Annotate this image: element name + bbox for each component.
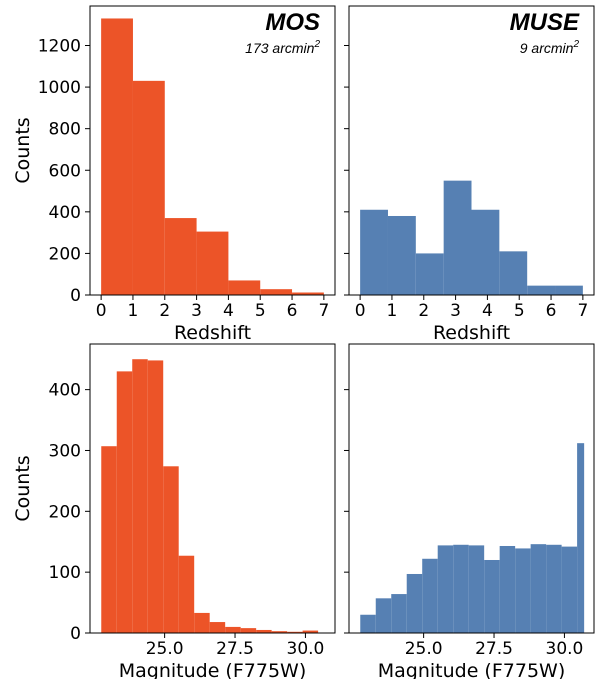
- histogram-bar: [260, 289, 293, 295]
- histogram-bar: [527, 285, 556, 295]
- x-tick-label: 0: [96, 301, 107, 321]
- y-tick-label: 100: [49, 563, 81, 583]
- histogram-bar: [101, 18, 133, 295]
- histogram-bar: [256, 629, 272, 633]
- histogram-bar: [515, 548, 531, 633]
- histogram-bar: [292, 292, 324, 295]
- x-tick-label: 5: [514, 301, 525, 321]
- histogram-bar: [302, 630, 319, 633]
- histogram-bar: [577, 443, 585, 633]
- histogram-bar: [468, 545, 485, 633]
- histogram-bar: [375, 598, 392, 633]
- panel-subtitle: 173 arcmin2: [245, 39, 320, 56]
- histogram-bar: [499, 545, 516, 633]
- panel-mos-redshift: 0 1 2 3 4 5 6 7 0 200 400 600 800 1000 1200 Redshift Cou…: [12, 5, 336, 344]
- x-tick-label: 0: [355, 301, 366, 321]
- histogram-bar: [132, 359, 148, 633]
- y-tick-label: 200: [49, 502, 81, 522]
- histogram-bar: [116, 371, 133, 633]
- panel-mos-magnitude: 25.0 27.5 30.0 0 100 200 300 400 Magnitude (F775…: [12, 343, 336, 679]
- histogram-bar: [499, 251, 528, 295]
- y-axis-label: Counts: [12, 455, 34, 521]
- histogram-bar: [387, 215, 416, 295]
- x-axis-label: Magnitude (F775W): [119, 660, 307, 679]
- histogram-bar: [225, 626, 241, 633]
- x-axis-label: Redshift: [433, 322, 510, 344]
- histogram-bar: [101, 446, 117, 633]
- histogram-bar: [228, 280, 261, 295]
- panel-title: MUSE: [510, 9, 580, 36]
- y-tick-label: 1000: [38, 78, 81, 98]
- x-tick-label: 3: [191, 301, 202, 321]
- x-tick-label: 27.5: [475, 639, 513, 659]
- panel-muse-redshift: 0 1 2 3 4 5 6 7 Redshift MUSE 9 arcmin2: [344, 5, 595, 344]
- histogram-bar: [271, 631, 288, 633]
- histogram-bar: [555, 285, 583, 295]
- x-tick-label: 7: [318, 301, 329, 321]
- histogram-bar: [453, 544, 469, 633]
- histogram-bar: [287, 631, 303, 633]
- x-tick-label: 1: [128, 301, 139, 321]
- y-tick-label: 600: [49, 161, 81, 181]
- histogram-bar: [132, 80, 165, 295]
- x-tick-label: 30.0: [546, 639, 584, 659]
- histogram-bar: [406, 573, 423, 633]
- x-tick-label: 4: [482, 301, 493, 321]
- axes-frame: [89, 343, 336, 634]
- axes-frame: [348, 343, 595, 634]
- histogram-bar: [360, 614, 376, 633]
- panel-subtitle: 9 arcmin2: [520, 39, 580, 56]
- x-tick-label: 2: [159, 301, 170, 321]
- histogram-bar: [240, 628, 257, 633]
- x-tick-label: 3: [450, 301, 461, 321]
- x-tick-label: 27.5: [216, 639, 254, 659]
- histogram-bar: [415, 253, 444, 295]
- histogram-bar: [178, 555, 195, 633]
- y-tick-label: 0: [70, 286, 81, 306]
- histogram-bar: [391, 594, 407, 633]
- x-tick-label: 7: [577, 301, 588, 321]
- y-tick-label: 400: [49, 381, 81, 401]
- x-tick-label: 4: [223, 301, 234, 321]
- axes-frame: [348, 5, 595, 296]
- histogram-bar: [209, 622, 226, 633]
- histogram-bar: [147, 360, 164, 633]
- histogram-bar: [561, 546, 578, 633]
- y-tick-label: 1200: [38, 37, 81, 57]
- histogram-bar: [163, 466, 179, 633]
- x-axis-label: Redshift: [174, 322, 251, 344]
- histogram-bar: [546, 544, 562, 633]
- histogram-bar: [443, 180, 472, 295]
- x-tick-label: 6: [546, 301, 557, 321]
- y-axis-label: Counts: [12, 117, 34, 183]
- x-tick-label: 25.0: [405, 639, 443, 659]
- histogram-bar: [196, 231, 229, 295]
- y-tick-label: 400: [49, 203, 81, 223]
- x-tick-label: 25.0: [146, 639, 184, 659]
- y-tick-label: 300: [49, 441, 81, 461]
- histogram-bar: [164, 218, 197, 295]
- histogram-bar: [471, 209, 500, 295]
- x-tick-label: 2: [418, 301, 429, 321]
- histogram-bar: [437, 545, 454, 633]
- x-axis-label: Magnitude (F775W): [378, 660, 566, 679]
- x-tick-label: 1: [387, 301, 398, 321]
- x-tick-label: 6: [287, 301, 298, 321]
- axes-frame: [89, 5, 336, 296]
- histogram-bar: [484, 559, 500, 633]
- histogram-bar: [422, 558, 438, 633]
- histogram-bar: [194, 612, 210, 633]
- panel-title: MOS: [265, 9, 320, 36]
- x-tick-label: 30.0: [287, 639, 325, 659]
- x-tick-label: 5: [255, 301, 266, 321]
- y-tick-label: 0: [70, 624, 81, 644]
- y-tick-label: 200: [49, 244, 81, 264]
- y-tick-label: 800: [49, 120, 81, 140]
- histogram-bar: [530, 544, 547, 633]
- histogram-bar: [360, 209, 388, 295]
